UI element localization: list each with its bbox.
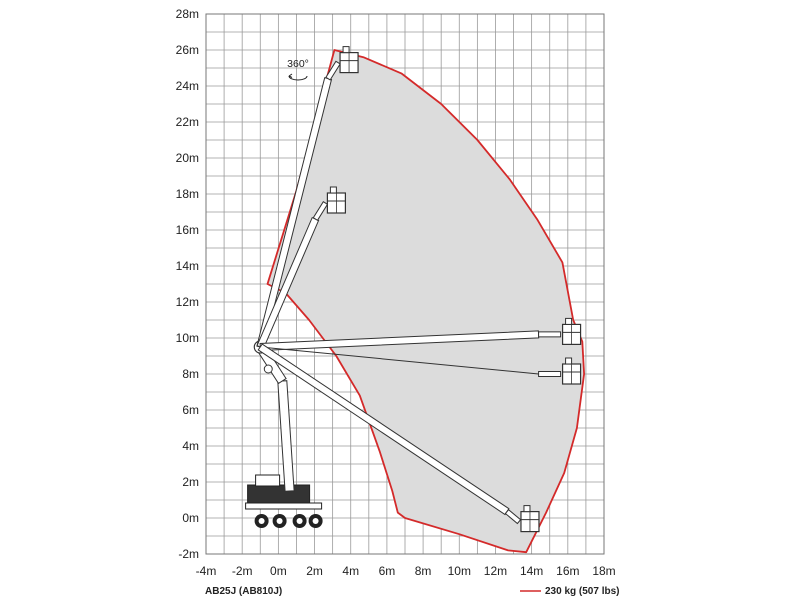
basket-operator	[523, 505, 531, 513]
x-tick-label: 14m	[520, 564, 543, 578]
y-tick-label: 10m	[176, 331, 199, 345]
y-tick-label: 28m	[176, 7, 199, 21]
x-tick-label: 8m	[415, 564, 432, 578]
riser-joint	[263, 364, 273, 374]
wheel-hub	[276, 518, 283, 524]
y-tick-label: 0m	[182, 511, 199, 525]
platform-basket-icon	[326, 186, 346, 214]
aerial-work-platform-icon	[245, 46, 582, 533]
jib-arm	[538, 371, 562, 377]
basket-operator	[329, 186, 337, 194]
x-tick-label: -4m	[196, 564, 217, 578]
y-tick-label: 14m	[176, 259, 199, 273]
y-tick-label: 18m	[176, 187, 199, 201]
chassis-body	[247, 484, 311, 504]
wheel-hub	[296, 518, 303, 524]
jib-arm	[325, 60, 341, 81]
riser-boom	[277, 380, 295, 492]
basket-operator	[565, 357, 573, 365]
jib-arm	[312, 201, 329, 221]
rotation-indicator: 360°	[287, 58, 309, 81]
platform-basket-icon	[561, 357, 582, 385]
model-label: AB25J (AB810J)	[205, 586, 282, 597]
working-envelope	[266, 49, 585, 554]
axis-ticks: -4m -2m 0m 2m 4m 6m 8m 10m 12m 14m 16m 18m -2m 0m 2m 4m…	[176, 7, 616, 578]
x-tick-label: 2m	[306, 564, 323, 578]
rotation-label: 360°	[287, 58, 309, 70]
main-boom	[259, 330, 540, 352]
x-tick-label: 6m	[379, 564, 396, 578]
y-tick-label: 8m	[182, 367, 199, 381]
chassis-counterweight	[255, 474, 281, 487]
y-tick-label: 22m	[176, 115, 199, 129]
y-tick-label: 4m	[182, 439, 199, 453]
chassis-deck	[245, 502, 323, 510]
y-tick-label: 12m	[176, 295, 199, 309]
x-tick-label: 4m	[342, 564, 359, 578]
y-tick-label: 2m	[182, 475, 199, 489]
platform-basket-icon	[339, 46, 359, 74]
y-tick-label: 16m	[176, 223, 199, 237]
platform-basket-icon	[561, 317, 582, 345]
legend: 230 kg (507 lbs)	[520, 586, 619, 597]
x-tick-label: 18m	[592, 564, 615, 578]
platform-basket-icon	[520, 505, 540, 533]
basket-operator	[565, 317, 573, 325]
x-tick-label: 0m	[270, 564, 287, 578]
plot-border	[205, 13, 605, 555]
x-tick-label: 16m	[556, 564, 579, 578]
legend-label: 230 kg (507 lbs)	[545, 586, 619, 597]
y-tick-label: 6m	[182, 403, 199, 417]
y-tick-label: 26m	[176, 43, 199, 57]
x-tick-label: 10m	[448, 564, 471, 578]
envelope-outline	[266, 49, 585, 554]
rotation-arrow-icon	[288, 73, 308, 81]
y-tick-label: 20m	[176, 151, 199, 165]
x-tick-label: 12m	[484, 564, 507, 578]
y-tick-label: -2m	[178, 547, 199, 561]
main-boom	[256, 216, 320, 350]
y-tick-label: 24m	[176, 79, 199, 93]
x-tick-label: -2m	[232, 564, 253, 578]
wheel-hub	[312, 518, 319, 524]
plot-frame	[205, 13, 605, 555]
jib-arm	[538, 331, 562, 338]
main-boom	[257, 343, 510, 516]
wheel-hub	[258, 518, 265, 524]
basket-operator	[342, 46, 350, 54]
